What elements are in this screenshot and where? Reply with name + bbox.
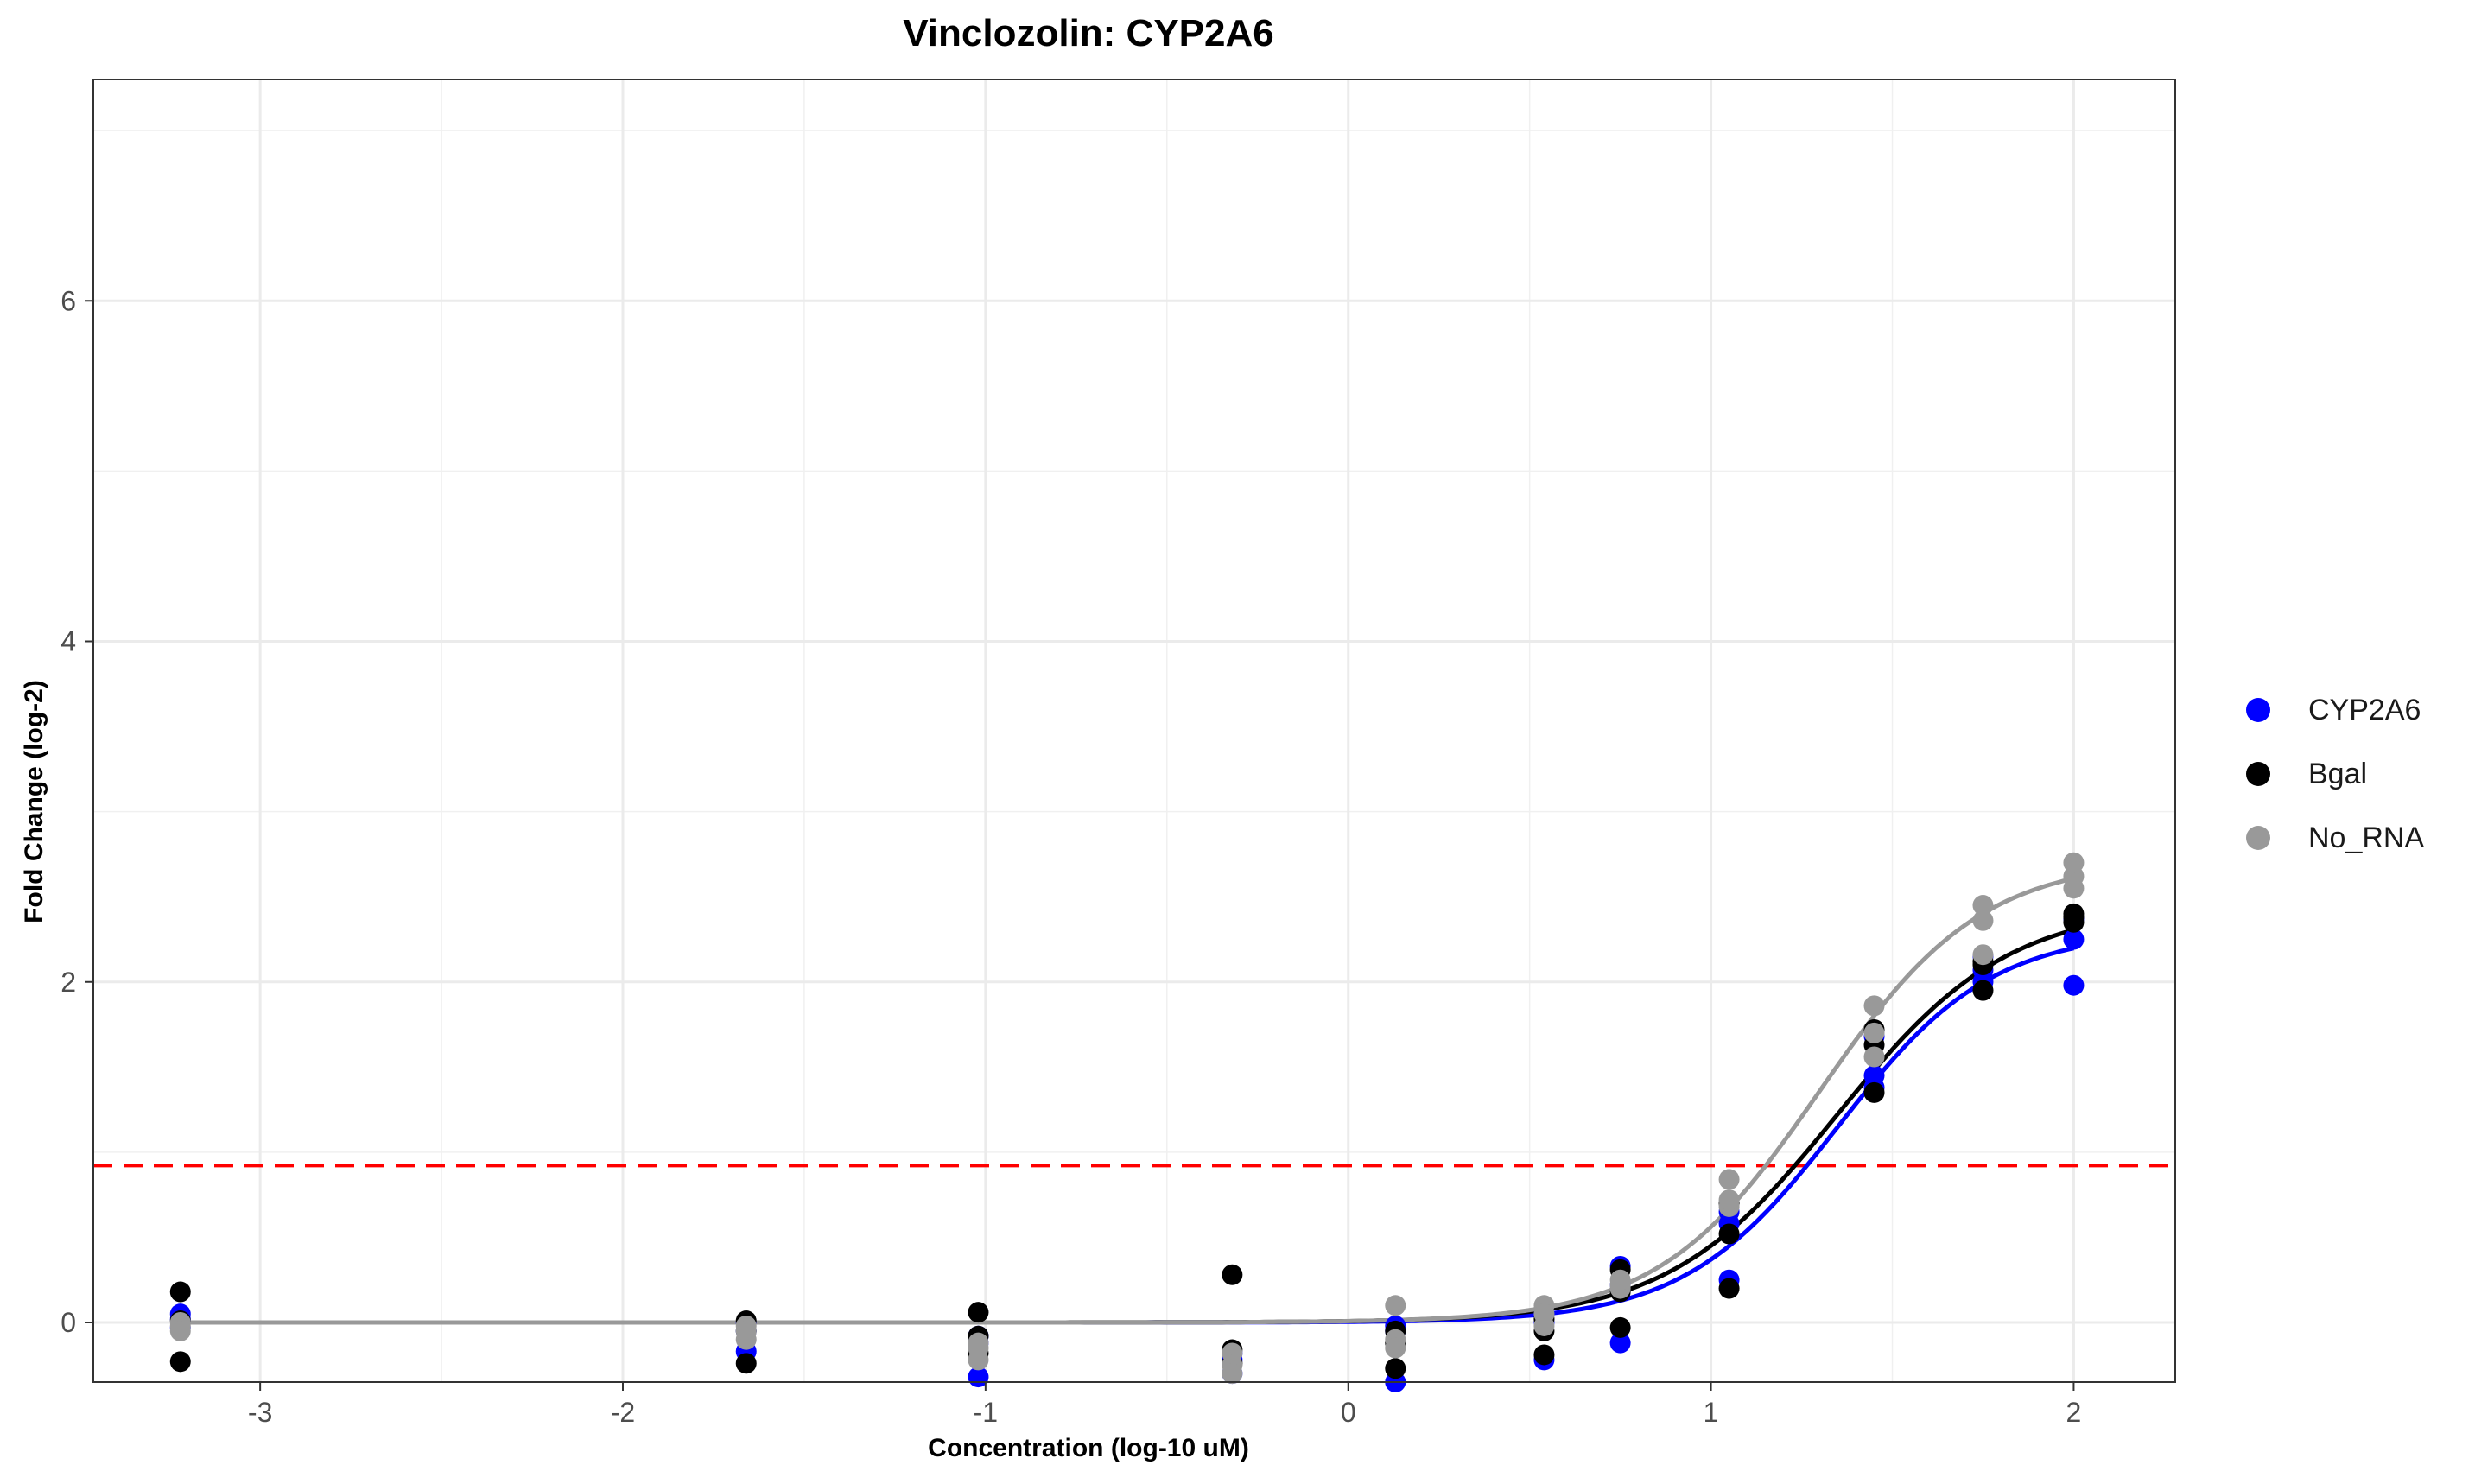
grid-minor — [93, 79, 2175, 1382]
point-bgal — [1609, 1316, 1631, 1338]
point-no-rna — [1718, 1189, 1740, 1211]
grid-major — [93, 79, 2175, 1382]
point-bgal — [735, 1353, 757, 1374]
curve-no-rna — [180, 876, 2074, 1325]
x-tick-label: -3 — [248, 1397, 272, 1428]
x-tick-label: 2 — [2066, 1397, 2082, 1428]
point-no-rna — [169, 1320, 191, 1341]
point-bgal — [1718, 1278, 1740, 1299]
point-bgal — [968, 1302, 989, 1323]
point-no-rna — [1609, 1269, 1631, 1291]
legend-item-cyp2a6: CYP2A6 — [2246, 678, 2424, 742]
point-bgal — [169, 1281, 191, 1303]
point-bgal — [1718, 1223, 1740, 1245]
y-tick-label: 6 — [60, 285, 76, 316]
point-no-rna — [1718, 1169, 1740, 1190]
point-no-rna — [2063, 852, 2085, 873]
point-no-rna — [1972, 944, 1994, 966]
curve-bgal — [180, 928, 2075, 1325]
legend-key-cyp2a6 — [2246, 698, 2270, 722]
point-cyp2a6 — [2063, 974, 2085, 996]
x-tick-label: -2 — [611, 1397, 635, 1428]
y-axis-label: Fold Change (log-2) — [20, 680, 48, 923]
point-no-rna — [1863, 1046, 1885, 1068]
legend-label-cyp2a6: CYP2A6 — [2308, 693, 2421, 726]
point-no-rna — [1972, 910, 1994, 931]
point-no-rna — [1533, 1315, 1555, 1336]
point-no-rna — [1385, 1337, 1406, 1359]
legend-label-no-rna: No_RNA — [2308, 821, 2425, 854]
point-cyp2a6 — [2063, 929, 2085, 950]
legend-item-no-rna: No_RNA — [2246, 806, 2424, 870]
point-bgal — [1385, 1358, 1406, 1379]
chart-title: Vinclozolin: CYP2A6 — [903, 12, 1274, 54]
panel-border — [92, 79, 2176, 1383]
point-bgal — [169, 1351, 191, 1373]
x-tick-label: -1 — [974, 1397, 998, 1428]
point-bgal — [1222, 1264, 1243, 1285]
point-no-rna — [1222, 1363, 1243, 1385]
point-no-rna — [1863, 995, 1885, 1017]
y-tick-label: 4 — [60, 626, 76, 657]
x-axis-label: Concentration (log-10 uM) — [928, 1434, 1249, 1462]
fit-curves — [180, 876, 2075, 1325]
legend: CYP2A6 Bgal No_RNA — [2246, 678, 2424, 870]
point-no-rna — [735, 1329, 757, 1350]
legend-key-bgal — [2246, 762, 2270, 786]
legend-item-bgal: Bgal — [2246, 742, 2424, 806]
data-points — [169, 852, 2085, 1392]
point-no-rna — [968, 1349, 989, 1371]
y-tick-label: 0 — [60, 1307, 76, 1338]
point-cyp2a6 — [1609, 1332, 1631, 1354]
point-no-rna — [1863, 1022, 1885, 1043]
point-bgal — [1863, 1081, 1885, 1103]
legend-key-no-rna — [2246, 826, 2270, 850]
x-tick-label: 1 — [1704, 1397, 1719, 1428]
y-tick-label: 2 — [60, 967, 76, 998]
point-no-rna — [1385, 1295, 1406, 1316]
point-bgal — [1972, 980, 1994, 1001]
point-bgal — [1533, 1344, 1555, 1366]
x-tick-label: 0 — [1341, 1397, 1356, 1428]
legend-label-bgal: Bgal — [2308, 757, 2368, 790]
point-no-rna — [1972, 895, 1994, 916]
y-axis-ticks: 0 2 4 6 — [60, 285, 93, 1338]
point-bgal — [2063, 903, 2085, 924]
point-cyp2a6 — [1863, 1065, 1885, 1087]
x-axis-ticks: -3 -2 -1 0 1 2 — [248, 1382, 2081, 1428]
